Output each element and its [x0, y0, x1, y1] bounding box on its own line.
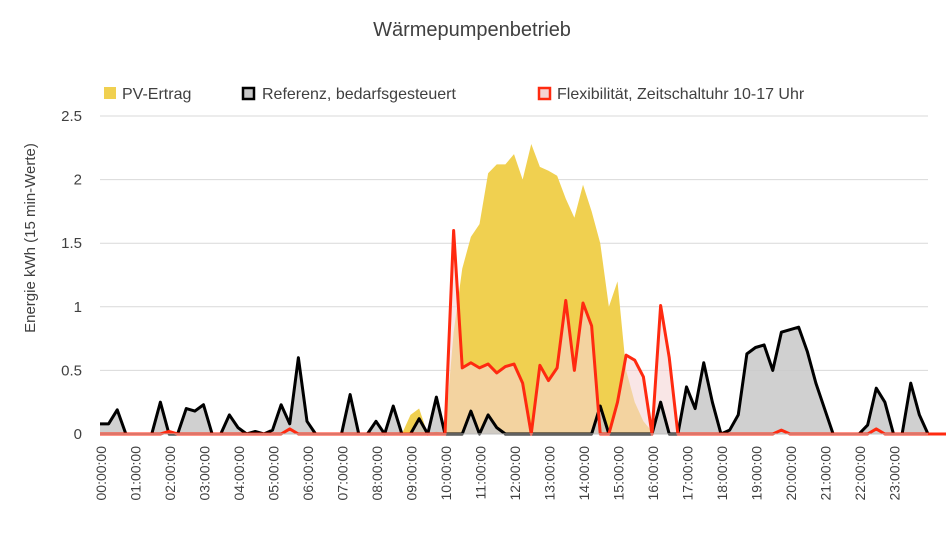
- legend-label-pv-ertrag: PV-Ertrag: [122, 86, 191, 103]
- series-area-pv-ertrag: [100, 143, 920, 435]
- y-tick-label: 0.5: [61, 362, 82, 379]
- y-tick-label: 2.5: [61, 108, 82, 125]
- x-tick-label: 11:00:00: [473, 446, 489, 500]
- legend-label-referenz: Referenz, bedarfsgesteuert: [262, 86, 456, 103]
- legend: PV-Ertrag Referenz, bedarfsgesteuert Fle…: [104, 86, 805, 103]
- x-tick-label: 10:00:00: [438, 446, 454, 501]
- x-tick-label: 08:00:00: [369, 446, 385, 501]
- x-tick-label: 22:00:00: [852, 446, 868, 501]
- y-tick-label: 2: [74, 172, 82, 189]
- x-tick-label: 03:00:00: [197, 446, 213, 501]
- legend-item-flexibilitaet: Flexibilität, Zeitschaltuhr 10-17 Uhr: [537, 86, 805, 103]
- x-tick-label: 12:00:00: [507, 446, 523, 501]
- series-layer: [100, 143, 946, 436]
- y-axis-ticks: 0 0.5 1 1.5 2 2.5: [61, 108, 82, 443]
- y-tick-label: 1.5: [61, 235, 82, 252]
- y-tick-label: 1: [74, 299, 82, 316]
- y-tick-label: 0: [74, 426, 82, 443]
- x-tick-label: 15:00:00: [611, 446, 627, 501]
- legend-item-pv-ertrag: PV-Ertrag: [104, 86, 191, 103]
- legend-swatch-referenz: [241, 86, 256, 101]
- x-tick-label: 18:00:00: [714, 446, 730, 501]
- x-axis-ticks: 00:00:00 01:00:00 02:00:00 03:00:00 04:00:00…: [93, 446, 903, 501]
- x-tick-label: 05:00:00: [266, 446, 282, 501]
- x-tick-label: 04:00:00: [231, 446, 247, 501]
- x-tick-label: 00:00:00: [93, 446, 109, 501]
- x-tick-label: 14:00:00: [576, 446, 592, 501]
- x-tick-label: 23:00:00: [887, 446, 903, 501]
- legend-swatch-flexibilitaet: [537, 86, 552, 101]
- x-tick-label: 19:00:00: [749, 446, 765, 501]
- legend-item-referenz: Referenz, bedarfsgesteuert: [241, 86, 456, 103]
- x-tick-label: 09:00:00: [404, 446, 420, 501]
- chart-title: Wärmepumpenbetrieb: [373, 19, 571, 41]
- x-tick-label: 02:00:00: [162, 446, 178, 501]
- x-tick-label: 13:00:00: [542, 446, 558, 501]
- y-axis-label: Energie kWh (15 min-Werte): [22, 143, 39, 333]
- legend-label-flexibilitaet: Flexibilität, Zeitschaltuhr 10-17 Uhr: [557, 86, 805, 103]
- x-tick-label: 21:00:00: [818, 446, 834, 501]
- x-tick-label: 17:00:00: [680, 446, 696, 501]
- x-tick-label: 20:00:00: [783, 446, 799, 501]
- legend-swatch-pv-ertrag: [104, 87, 116, 99]
- x-tick-label: 07:00:00: [335, 446, 351, 501]
- series-area-referenz: [100, 327, 946, 434]
- x-tick-label: 01:00:00: [128, 446, 144, 501]
- x-tick-label: 06:00:00: [300, 446, 316, 501]
- x-tick-label: 16:00:00: [645, 446, 661, 501]
